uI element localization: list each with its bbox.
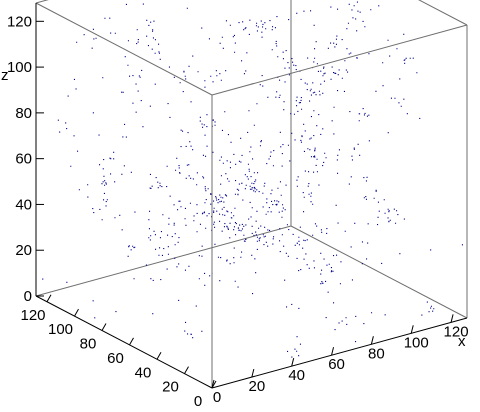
x-tick-label: 40 (288, 367, 305, 384)
z-axis-title: z (1, 67, 9, 84)
x-axis-line (211, 317, 468, 389)
box-front-edges (35, 0, 468, 388)
y-tick (74, 308, 79, 317)
y-tick (101, 323, 107, 331)
y-tick (46, 294, 52, 302)
box-edge (35, 225, 292, 297)
y-tick-label: 60 (107, 350, 124, 367)
box-edge (418, 0, 468, 26)
y-tick-label: 120 (20, 307, 45, 324)
z-tick-label: 100 (7, 59, 32, 76)
x-tick (410, 325, 414, 334)
x-tick-label: 120 (444, 323, 469, 340)
x-tick (370, 336, 374, 345)
x-axis-title: x (458, 333, 466, 350)
y-tick (129, 337, 134, 346)
y-tick-label: 80 (80, 336, 97, 353)
axes: 0204060801001200204060801001200204060801… (7, 3, 469, 410)
x-tick-label: 60 (328, 356, 345, 373)
x-tick-label: 80 (368, 345, 385, 362)
z-tick-label: 40 (15, 196, 32, 213)
box-edge (290, 225, 468, 319)
y-tick-label: 20 (162, 379, 179, 396)
y-tick (184, 366, 189, 374)
box-back-edges (35, 0, 468, 319)
box-edge (35, 2, 213, 96)
z-tick-label: 120 (7, 13, 32, 30)
x-tick-label: 100 (404, 334, 429, 351)
y-tick (211, 380, 217, 389)
y-tick-label: 0 (194, 393, 202, 410)
x-tick (251, 368, 255, 378)
x-tick (331, 347, 335, 356)
y-tick-label: 100 (48, 321, 73, 338)
z-tick-label: 0 (24, 288, 32, 305)
z-tick-label: 60 (15, 151, 32, 168)
y-tick-label: 40 (135, 364, 152, 381)
x-tick-label: 20 (249, 378, 266, 395)
box-edge (211, 24, 468, 96)
x-tick (291, 358, 295, 367)
z-tick-label: 80 (15, 105, 32, 122)
x-tick-label: 0 (213, 389, 221, 406)
x-tick (450, 314, 454, 323)
y-tick (156, 352, 162, 360)
z-tick-label: 20 (15, 242, 32, 259)
y-axis-line (35, 295, 213, 389)
